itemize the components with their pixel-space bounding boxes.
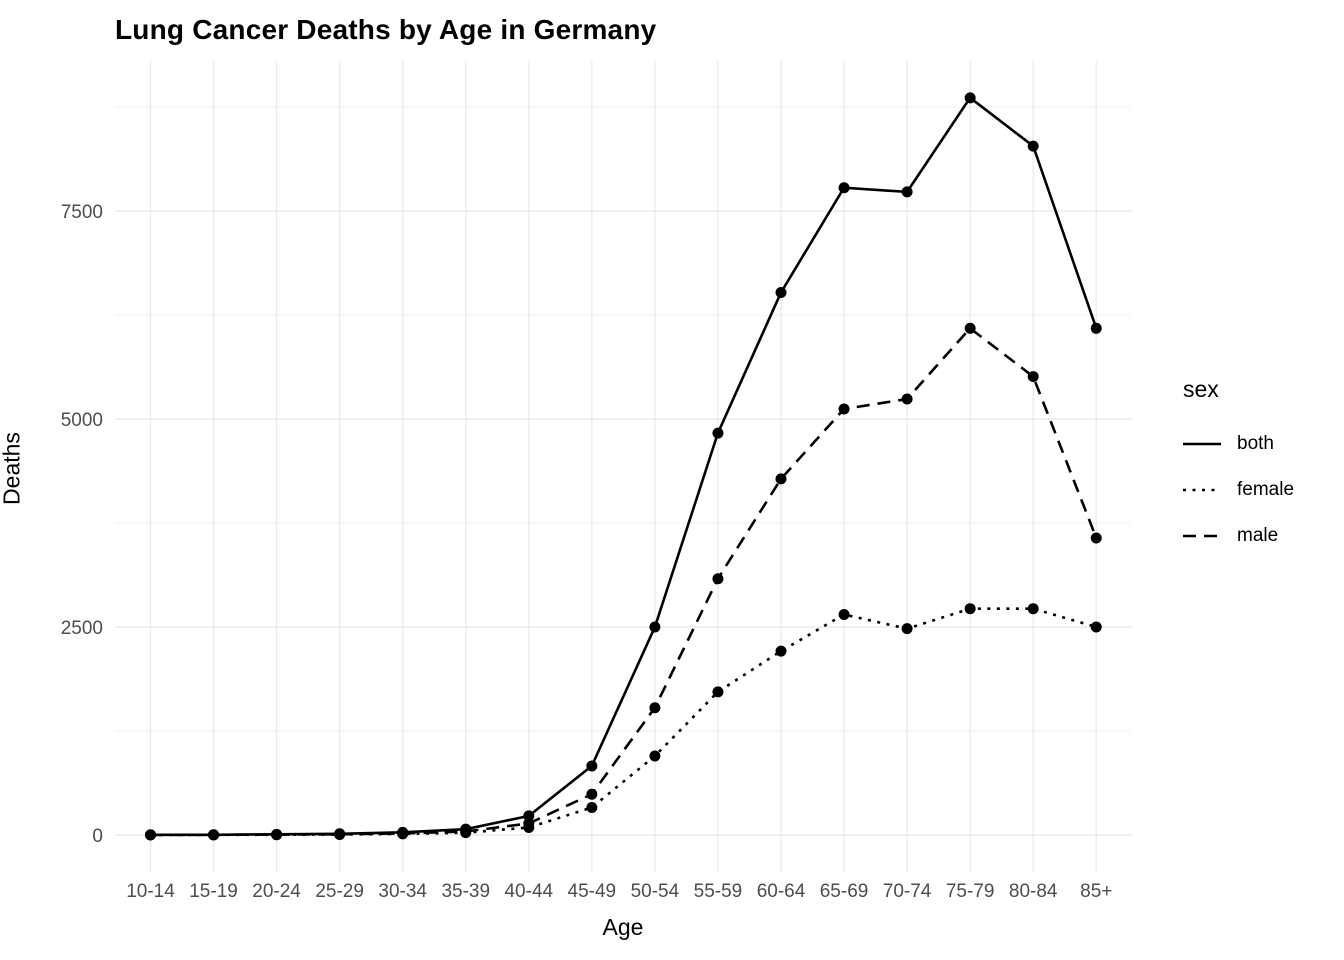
data-point-female <box>649 750 661 762</box>
legend-key-solid-line-icon <box>1183 442 1221 446</box>
x-tick-label: 10-14 <box>126 881 175 902</box>
data-point-male <box>1027 371 1039 383</box>
data-point-male <box>145 829 156 841</box>
series-male <box>145 322 1102 841</box>
x-tick-label: 80-84 <box>1009 881 1058 902</box>
legend-entry-both: both <box>1183 421 1294 467</box>
x-tick-label: 40-44 <box>504 881 553 902</box>
legend-key-dotted-line-icon <box>1183 488 1221 492</box>
data-point-female <box>775 645 787 657</box>
data-point-male <box>523 817 535 829</box>
x-tick-label: 35-39 <box>441 881 490 902</box>
data-point-both <box>838 182 850 194</box>
data-point-female <box>712 686 724 698</box>
series-line-male <box>150 326 1098 837</box>
x-tick-label: 50-54 <box>631 881 680 902</box>
data-point-female <box>901 623 913 635</box>
data-point-male <box>271 829 283 841</box>
y-tick-label: 2500 <box>61 618 103 639</box>
legend-label-male: male <box>1237 525 1279 546</box>
x-tick-label: 65-69 <box>820 881 869 902</box>
legend-key-dashed-line-icon <box>1183 534 1221 538</box>
data-point-both <box>775 287 787 299</box>
data-point-female <box>1090 621 1102 633</box>
data-point-male <box>649 702 661 714</box>
data-point-female <box>586 802 598 814</box>
data-point-both <box>964 92 976 104</box>
data-point-male <box>1090 532 1102 544</box>
data-point-male <box>460 826 472 838</box>
series-line-female <box>150 607 1097 837</box>
data-point-male <box>712 573 724 585</box>
data-point-both <box>1027 140 1039 152</box>
y-tick-label: 5000 <box>61 410 103 431</box>
x-tick-label: 15-19 <box>189 881 238 902</box>
x-tick-label: 75-79 <box>946 881 995 902</box>
x-tick-label: 55-59 <box>694 881 743 902</box>
data-point-male <box>964 322 976 334</box>
x-axis-title: Age <box>602 914 644 940</box>
series-line-both <box>150 95 1098 837</box>
x-tick-label: 60-64 <box>757 881 806 902</box>
data-point-male <box>838 403 850 415</box>
series-both <box>145 92 1102 841</box>
data-point-male <box>586 788 598 800</box>
y-axis-title: Deaths <box>0 432 25 505</box>
data-point-both <box>586 760 598 772</box>
data-point-male <box>208 829 220 841</box>
legend-entry-male: male <box>1183 513 1294 559</box>
data-point-both <box>1090 322 1102 334</box>
axis-tick-labels: 0 2500 5000 7500 10-14 15-19 20-24 25-29 30-34 35… <box>61 202 1113 902</box>
data-point-both <box>712 427 724 439</box>
legend-label-female: female <box>1237 479 1295 500</box>
legend: sex both female male <box>1183 376 1294 559</box>
series-female <box>145 603 1102 841</box>
data-point-male <box>397 827 409 839</box>
legend-title: sex <box>1183 376 1219 402</box>
x-tick-label: 20-24 <box>252 881 301 902</box>
y-tick-label: 0 <box>92 826 103 847</box>
legend-label-both: both <box>1237 433 1274 454</box>
data-point-male <box>334 828 346 840</box>
x-tick-label: 85+ <box>1080 881 1112 902</box>
x-tick-label: 45-49 <box>568 881 617 902</box>
data-point-female <box>1027 603 1039 615</box>
x-tick-label: 25-29 <box>315 881 364 902</box>
x-tick-label: 70-74 <box>883 881 932 902</box>
y-tick-label: 7500 <box>61 202 103 223</box>
gridlines <box>115 61 1131 872</box>
chart-title: Lung Cancer Deaths by Age in Germany <box>115 14 657 45</box>
legend-entry-female: female <box>1183 467 1294 513</box>
data-point-male <box>775 473 787 485</box>
data-point-both <box>649 621 661 633</box>
data-point-female <box>964 603 976 615</box>
legend-entries: both female male <box>1183 421 1294 559</box>
data-point-male <box>901 393 913 405</box>
data-point-both <box>901 186 913 198</box>
x-tick-label: 30-34 <box>378 881 427 902</box>
data-point-female <box>838 609 850 621</box>
